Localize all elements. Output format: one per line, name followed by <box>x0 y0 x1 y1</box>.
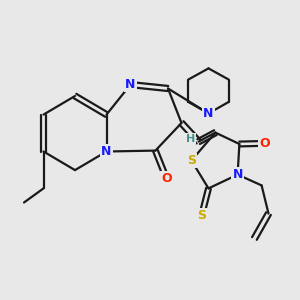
Text: N: N <box>203 107 214 120</box>
Text: S: S <box>197 209 206 222</box>
Text: S: S <box>187 154 196 167</box>
Text: N: N <box>232 168 243 181</box>
Text: N: N <box>125 78 136 91</box>
Text: H: H <box>186 134 195 144</box>
Text: N: N <box>101 145 112 158</box>
Text: O: O <box>161 172 172 185</box>
Text: O: O <box>259 137 270 150</box>
